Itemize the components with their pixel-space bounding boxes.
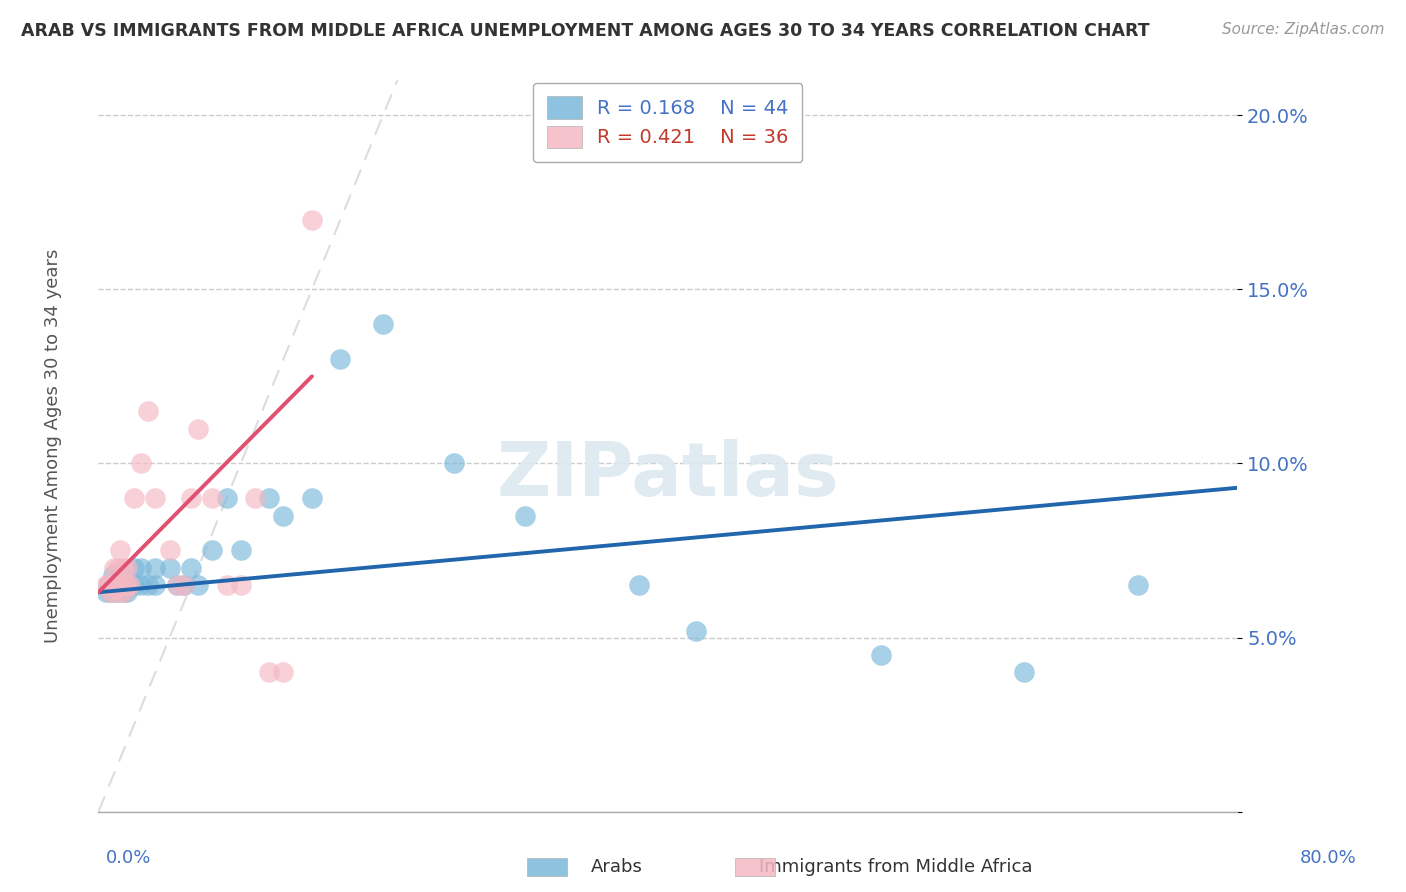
Point <box>98 585 121 599</box>
Point <box>180 561 202 575</box>
Point <box>259 491 281 506</box>
Point <box>870 648 893 662</box>
Point <box>166 578 188 592</box>
Text: Source: ZipAtlas.com: Source: ZipAtlas.com <box>1222 22 1385 37</box>
Point <box>104 578 127 592</box>
Point <box>108 567 131 582</box>
Point <box>329 351 352 366</box>
Text: 0.0%: 0.0% <box>105 849 150 867</box>
Point <box>111 561 134 575</box>
Point <box>107 561 129 575</box>
Point <box>215 578 238 592</box>
Point <box>187 421 209 435</box>
Point <box>115 578 138 592</box>
Point <box>101 578 124 592</box>
Point <box>108 578 131 592</box>
Point <box>98 585 121 599</box>
Point <box>100 578 122 592</box>
Point <box>122 561 145 575</box>
Point <box>110 578 132 592</box>
Point <box>108 578 131 592</box>
Point <box>108 585 131 599</box>
Point <box>129 578 152 592</box>
Point <box>115 585 138 599</box>
Point <box>145 578 167 592</box>
Point <box>301 491 323 506</box>
Point <box>273 665 295 680</box>
Point <box>166 578 188 592</box>
Point <box>101 567 124 582</box>
Point <box>97 578 120 592</box>
Point <box>112 585 135 599</box>
Point <box>105 578 128 592</box>
Point <box>112 585 135 599</box>
Point <box>301 212 323 227</box>
Point <box>159 543 181 558</box>
Point <box>115 578 138 592</box>
Text: ARAB VS IMMIGRANTS FROM MIDDLE AFRICA UNEMPLOYMENT AMONG AGES 30 TO 34 YEARS COR: ARAB VS IMMIGRANTS FROM MIDDLE AFRICA UN… <box>21 22 1150 40</box>
Point <box>118 578 141 592</box>
Point <box>103 561 125 575</box>
Point <box>101 585 124 599</box>
Point <box>173 578 195 592</box>
Point <box>628 578 651 592</box>
Point <box>243 491 266 506</box>
Point <box>215 491 238 506</box>
Point <box>145 491 167 506</box>
Point <box>159 561 181 575</box>
Point <box>259 665 281 680</box>
Point <box>97 578 120 592</box>
Point <box>101 578 124 592</box>
Point <box>104 585 127 599</box>
Point <box>515 508 537 523</box>
Text: Arabs: Arabs <box>591 858 643 876</box>
Point <box>108 543 131 558</box>
Point <box>201 491 224 506</box>
Point <box>136 578 159 592</box>
Point <box>180 491 202 506</box>
Point <box>115 561 138 575</box>
Point <box>373 317 395 331</box>
Point <box>685 624 707 638</box>
Point <box>111 578 134 592</box>
Point <box>108 585 131 599</box>
Point <box>187 578 209 592</box>
Point <box>129 561 152 575</box>
Point <box>122 491 145 506</box>
Point <box>129 457 152 471</box>
Point <box>273 508 295 523</box>
Point <box>229 578 252 592</box>
Point <box>114 578 136 592</box>
Point <box>1126 578 1149 592</box>
Point <box>173 578 195 592</box>
Text: Unemployment Among Ages 30 to 34 years: Unemployment Among Ages 30 to 34 years <box>44 249 62 643</box>
Point <box>1012 665 1035 680</box>
Point <box>443 457 465 471</box>
Text: Immigrants from Middle Africa: Immigrants from Middle Africa <box>759 858 1033 876</box>
Point <box>100 578 122 592</box>
Point <box>115 578 138 592</box>
Point <box>105 578 128 592</box>
Point <box>145 561 167 575</box>
Point <box>118 578 141 592</box>
Point <box>122 578 145 592</box>
Text: ZIPatlas: ZIPatlas <box>496 439 839 512</box>
Point <box>229 543 252 558</box>
Point <box>201 543 224 558</box>
Legend: R = 0.168    N = 44, R = 0.421    N = 36: R = 0.168 N = 44, R = 0.421 N = 36 <box>533 83 803 161</box>
Point <box>94 578 117 592</box>
Point <box>94 585 117 599</box>
Point <box>136 404 159 418</box>
Text: 80.0%: 80.0% <box>1301 849 1357 867</box>
